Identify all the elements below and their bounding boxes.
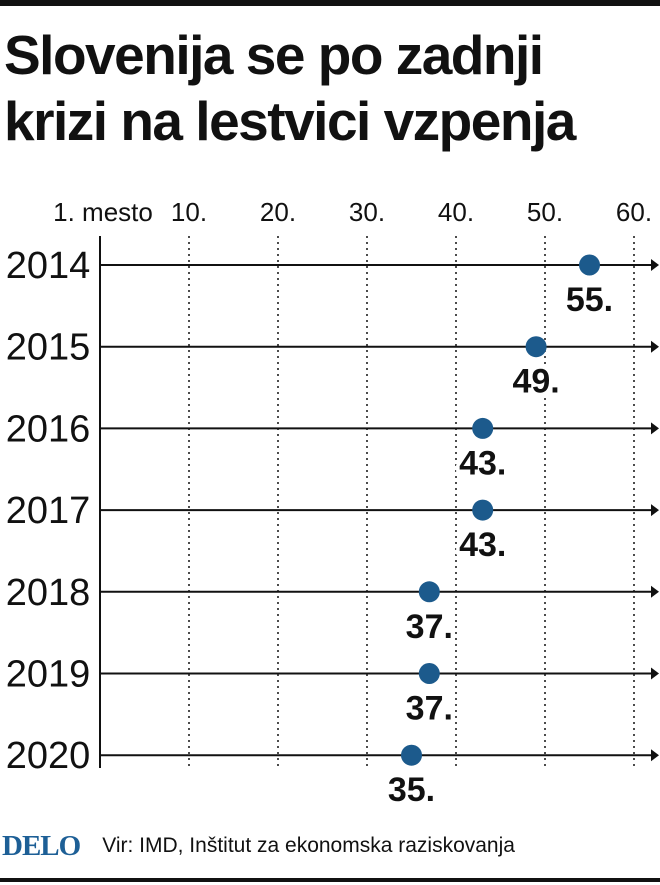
bottom-rule: [0, 878, 660, 882]
year-label: 2014: [6, 245, 91, 287]
year-row-2020: 2020 35.: [6, 735, 659, 813]
rank-point: [579, 254, 600, 276]
year-label: 2017: [6, 490, 91, 532]
source-note: Vir: IMD, Inštitut za ekonomska raziskov…: [102, 834, 515, 857]
arrow-head-icon: [651, 749, 659, 762]
rank-point: [472, 499, 494, 521]
year-rows: 2014 55. 2015 49. 2016 43. 2017 43. 2018 37. 2019 3…: [6, 245, 659, 813]
rank-value-label: 49.: [512, 363, 559, 401]
rank-value-label: 35.: [388, 771, 435, 809]
year-row-2017: 2017 43.: [6, 490, 659, 568]
year-label: 2016: [6, 408, 91, 450]
x-tick-label: 1. mesto: [53, 197, 153, 227]
rank-value-label: 37.: [406, 690, 453, 728]
x-tick-label: 60.: [616, 197, 652, 227]
year-label: 2019: [6, 654, 91, 696]
year-row-2016: 2016 43.: [6, 408, 659, 486]
rank-point: [418, 663, 440, 684]
rank-point: [401, 744, 422, 766]
chart-title: Slovenija se po zadnji krizi na lestvici…: [4, 24, 576, 152]
year-row-2015: 2015 49.: [6, 327, 659, 404]
arrow-head-icon: [651, 585, 659, 598]
year-row-2019: 2019 37.: [6, 654, 659, 731]
rank-value-label: 43.: [459, 526, 506, 564]
top-rule: [0, 0, 660, 6]
year-row-2014: 2014 55.: [6, 245, 659, 323]
rank-point: [418, 581, 440, 603]
year-row-2018: 2018 37.: [6, 572, 659, 649]
rank-value-label: 37.: [406, 608, 453, 646]
rank-point: [525, 336, 547, 358]
rank-value-label: 55.: [566, 281, 613, 319]
footer: DELO Vir: IMD, Inštitut za ekonomska raz…: [0, 826, 660, 866]
x-tick-label: 50.: [527, 197, 563, 227]
x-tick-label: 10.: [171, 197, 207, 227]
x-tick-label: 30.: [349, 197, 385, 227]
arrow-head-icon: [651, 504, 659, 517]
arrow-head-icon: [651, 422, 659, 435]
year-label: 2018: [6, 572, 91, 614]
arrow-head-icon: [651, 340, 659, 353]
year-label: 2015: [6, 327, 91, 369]
year-label: 2020: [6, 735, 91, 777]
rank-value-label: 43.: [459, 444, 506, 482]
arrow-head-icon: [651, 667, 659, 680]
x-tick-label: 40.: [438, 197, 474, 227]
rank-point: [472, 417, 494, 439]
x-tick-labels: 1. mesto 10. 20. 30. 40. 50. 60.: [53, 197, 652, 227]
grid-lines: [188, 236, 635, 768]
delo-logo: DELO: [2, 829, 81, 862]
x-tick-label: 20.: [260, 197, 296, 227]
arrow-head-icon: [651, 259, 659, 271]
